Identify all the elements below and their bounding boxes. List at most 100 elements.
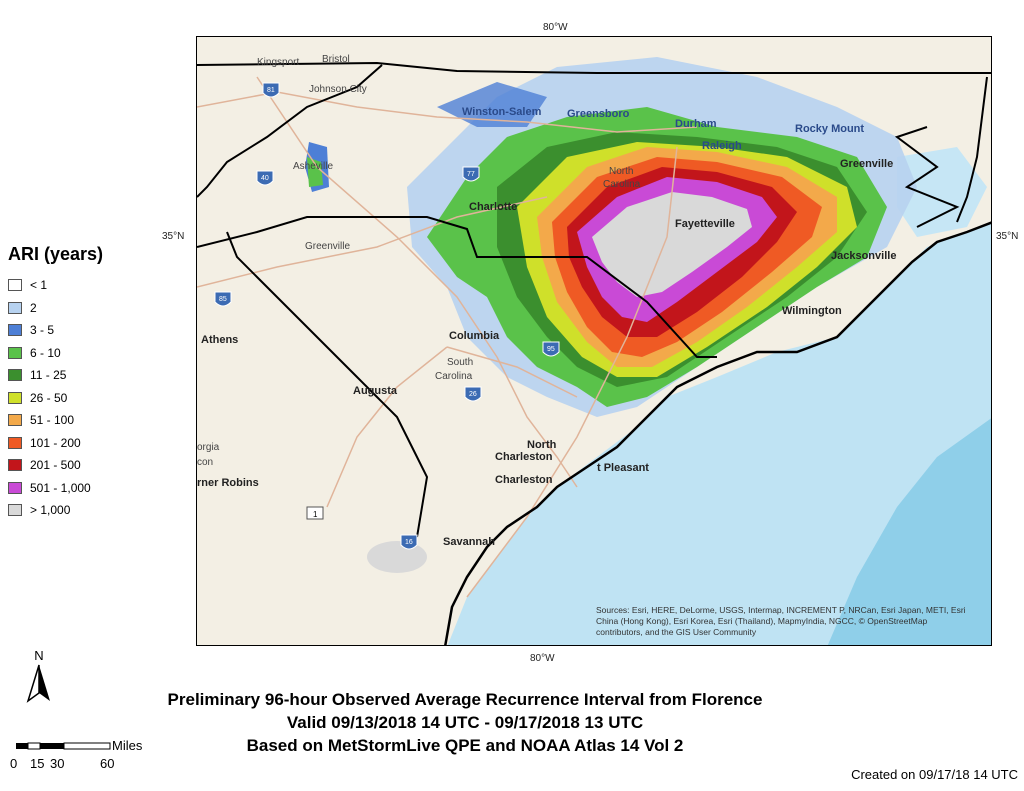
scale-tick-60: 60: [100, 756, 115, 771]
legend-swatch: [8, 279, 22, 291]
ari-zone-6-10: [307, 157, 323, 187]
svg-text:26: 26: [469, 391, 477, 398]
interstate-shield-81: 81: [262, 82, 280, 98]
legend-item: < 1: [8, 276, 47, 294]
map-title-line-3: Based on MetStormLive QPE and NOAA Atlas…: [246, 736, 684, 755]
latitude-label-right: 35°N: [996, 231, 1019, 242]
created-timestamp: Created on 09/17/18 14 UTC: [851, 767, 1018, 782]
scale-bar-graphic: [16, 742, 111, 750]
legend-swatch: [8, 369, 22, 381]
place-north-charleston-2: Charleston: [495, 451, 553, 463]
place-bristol: Bristol: [322, 54, 350, 65]
legend-label: 501 - 1,000: [30, 480, 91, 495]
legend-swatch: [8, 436, 22, 449]
legend-item: 501 - 1,000: [8, 479, 91, 497]
map-frame[interactable]: Kingsport Bristol Johnson City Winston-S…: [196, 36, 992, 646]
legend-swatch: [8, 481, 22, 494]
map-attribution: Sources: Esri, HERE, DeLorme, USGS, Inte…: [596, 605, 966, 637]
deep-ocean: [827, 418, 991, 645]
place-columbia: Columbia: [449, 330, 500, 342]
north-arrow: N: [24, 648, 54, 708]
legend-swatch: [8, 459, 22, 471]
state-sc-line2: Carolina: [435, 371, 473, 382]
place-charleston: Charleston: [495, 474, 553, 486]
legend-item: 26 - 50: [8, 389, 67, 407]
place-winston-salem: Winston-Salem: [462, 106, 542, 118]
coastline: [444, 221, 991, 645]
place-durham: Durham: [675, 118, 717, 130]
legend-item: 201 - 500: [8, 456, 81, 474]
legend-label: 2: [30, 300, 37, 315]
legend-swatch: [8, 391, 22, 404]
legend-item: 101 - 200: [8, 434, 81, 452]
legend-title: ARI (years): [8, 244, 104, 264]
latitude-label-left: 35°N: [162, 231, 185, 242]
svg-text:77: 77: [467, 171, 475, 178]
place-fayetteville: Fayetteville: [675, 218, 735, 230]
legend-item: 11 - 25: [8, 366, 66, 384]
pamlico-sound: [897, 147, 987, 237]
svg-text:40: 40: [261, 175, 269, 182]
place-athens: Athens: [201, 334, 238, 346]
state-boundaries: [197, 61, 991, 538]
legend-item: 6 - 10: [8, 344, 61, 362]
legend-item: 2: [8, 299, 37, 317]
place-mt-pleasant: t Pleasant: [597, 462, 649, 474]
legend-label: 6 - 10: [30, 345, 61, 360]
place-augusta: Augusta: [353, 385, 398, 397]
map-title-line-1: Preliminary 96-hour Observed Average Rec…: [167, 690, 763, 709]
legend-label: < 1: [30, 278, 48, 292]
place-raleigh: Raleigh: [702, 140, 742, 152]
legend-swatch: [8, 301, 22, 314]
ari-zone-over-1000: [367, 541, 427, 573]
longitude-label-top: 80°W: [543, 22, 568, 33]
place-johnson-city: Johnson City: [309, 84, 367, 95]
legend-swatch: [8, 324, 22, 336]
svg-text:81: 81: [267, 87, 275, 94]
place-savannah: Savannah: [443, 536, 495, 548]
place-greensboro: Greensboro: [567, 108, 630, 120]
place-kingsport: Kingsport: [257, 57, 299, 68]
legend-label: 201 - 500: [30, 458, 81, 472]
interstate-shield-16: 16: [400, 534, 418, 550]
map-title-line-2: Valid 09/13/2018 14 UTC - 09/17/2018 13 …: [286, 713, 644, 732]
place-greenville-nc: Greenville: [840, 158, 893, 170]
place-georgia: orgia: [197, 442, 220, 453]
place-jacksonville: Jacksonville: [831, 250, 896, 262]
legend-label: 51 - 100: [30, 413, 75, 427]
atlantic-ocean: [447, 222, 991, 645]
legend-item: 3 - 5: [8, 321, 54, 339]
map-canvas[interactable]: Kingsport Bristol Johnson City Winston-S…: [197, 37, 992, 646]
interstate-shield-95: 95: [542, 341, 560, 357]
state-nc-line2: Carolina: [603, 179, 641, 190]
scale-tick-15: 15: [30, 756, 45, 771]
interstate-shield-40: 40: [256, 170, 274, 186]
interstate-shield-77: 77: [462, 166, 480, 182]
legend-item: > 1,000: [8, 501, 70, 519]
north-arrow-icon: [26, 664, 50, 703]
ari-zone-3-5: [437, 82, 547, 127]
outer-banks: [894, 76, 988, 228]
place-rocky-mount: Rocky Mount: [795, 123, 864, 135]
state-sc-line1: South: [447, 357, 473, 368]
legend-label: > 1,000: [30, 503, 71, 517]
svg-text:16: 16: [405, 539, 413, 546]
svg-text:85: 85: [219, 296, 227, 303]
interstate-shield-26: 26: [464, 386, 482, 402]
legend-label: 101 - 200: [30, 435, 81, 450]
longitude-label-bottom: 80°W: [530, 653, 555, 664]
svg-text:95: 95: [547, 346, 555, 353]
legend-swatch: [8, 414, 22, 426]
legend-swatch: [8, 346, 22, 359]
scale-unit: Miles: [112, 738, 143, 753]
place-macon: con: [197, 457, 213, 468]
scale-tick-30: 30: [50, 756, 65, 771]
ari-zone-over-1000: [592, 192, 752, 297]
place-wilmington: Wilmington: [782, 305, 842, 317]
svg-text:1: 1: [313, 510, 318, 519]
north-label: N: [34, 648, 44, 663]
legend-label: 26 - 50: [30, 390, 68, 405]
place-warner-robins: rner Robins: [197, 477, 259, 489]
place-charlotte: Charlotte: [469, 201, 517, 213]
legend-swatch: [8, 504, 22, 516]
